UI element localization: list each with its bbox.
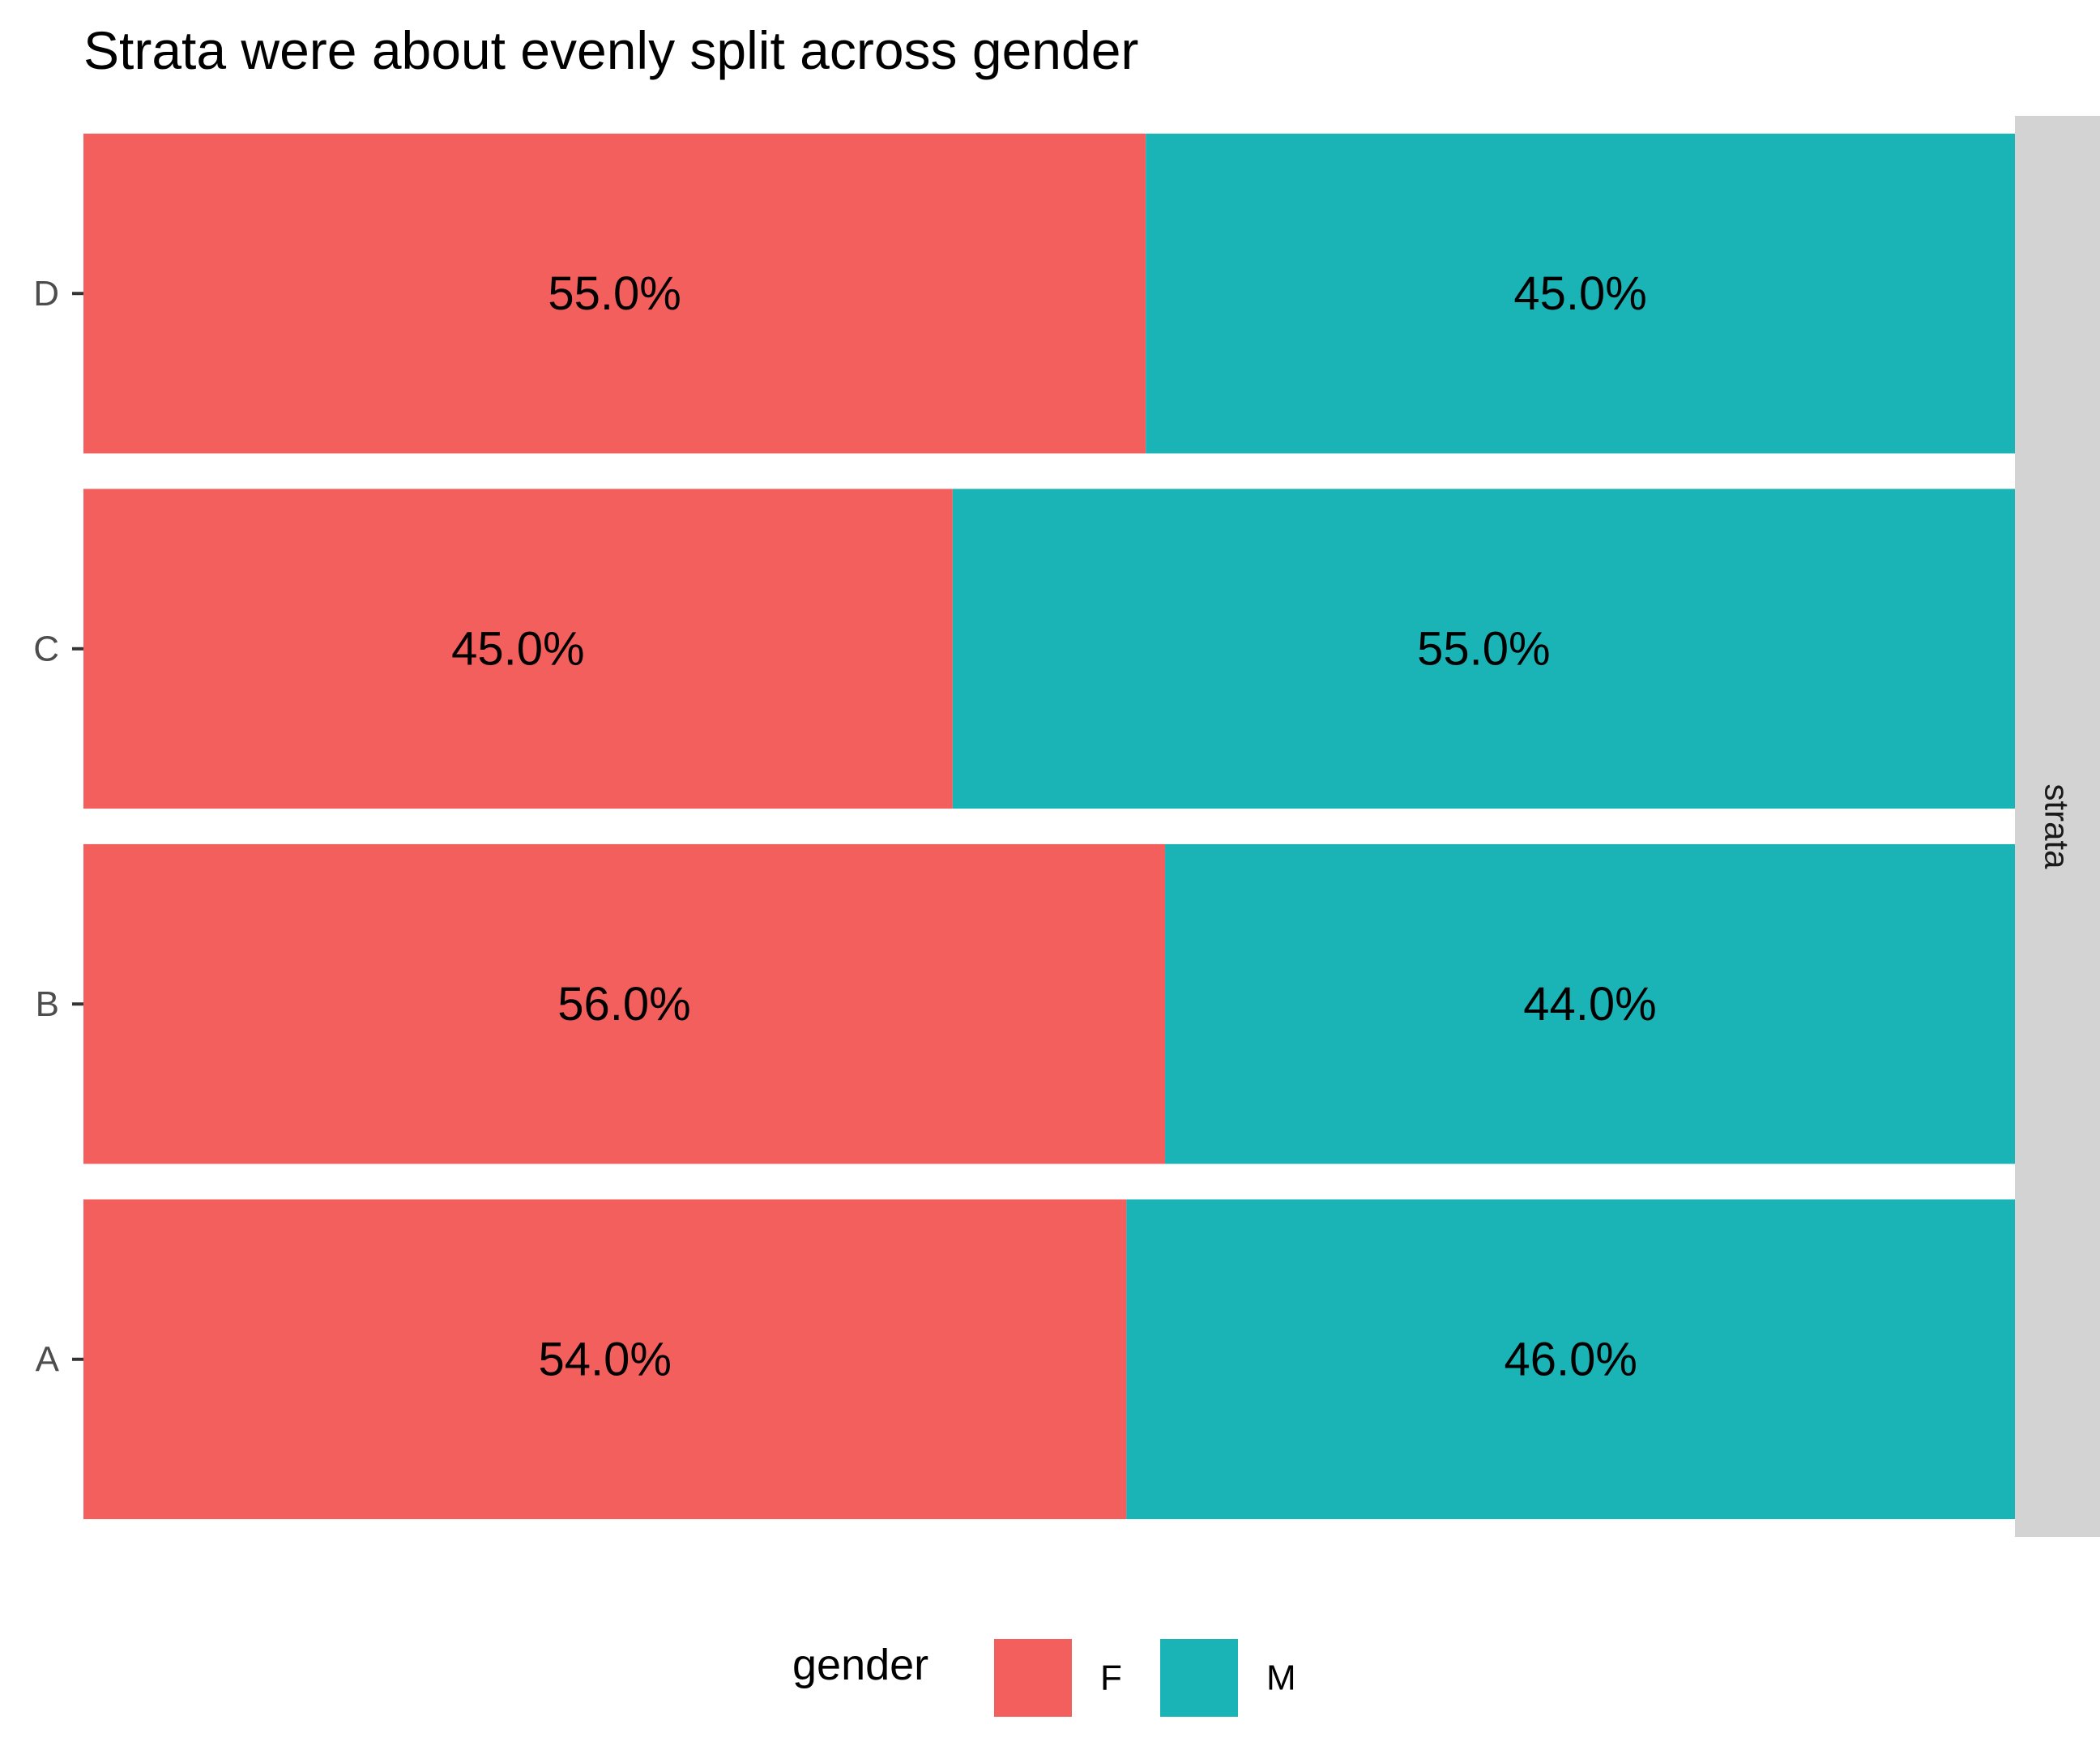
legend-label-M: M — [1266, 1658, 1296, 1698]
facet-strip — [2015, 116, 2100, 1537]
y-tick-label-A: A — [36, 1339, 60, 1379]
data-label-B-F: 56.0% — [557, 978, 690, 1031]
bar-A-F — [83, 1199, 1127, 1520]
data-label-C-F: 45.0% — [451, 622, 584, 675]
data-label-B-M: 44.0% — [1523, 978, 1656, 1031]
y-tick-label-C: C — [33, 629, 59, 668]
bar-C-M — [952, 489, 2015, 809]
legend: gender F M — [792, 1639, 1296, 1717]
legend-key-F — [994, 1639, 1072, 1717]
data-label-A-M: 46.0% — [1504, 1333, 1637, 1385]
bar-D-M — [1146, 133, 2015, 454]
legend-title: gender — [792, 1641, 928, 1689]
facet-strip-label: strata — [2038, 783, 2077, 869]
data-label-C-M: 55.0% — [1417, 622, 1550, 675]
bar-D-F — [83, 133, 1146, 454]
y-tick-label-B: B — [36, 984, 59, 1024]
data-label-A-F: 54.0% — [538, 1333, 671, 1385]
plot-area: 54.0% 46.0% A 56.0% 44.0% B 45.0% 55.0% C 55.0% 45… — [33, 133, 2015, 1520]
bar-B-F — [83, 843, 1166, 1164]
y-tick-label-D: D — [33, 274, 59, 314]
legend-key-M — [1160, 1639, 1238, 1717]
data-label-D-F: 55.0% — [548, 267, 681, 320]
bar-C-F — [83, 489, 953, 809]
bar-B-M — [1165, 843, 2015, 1164]
bar-A-M — [1126, 1199, 2015, 1520]
data-label-D-M: 45.0% — [1513, 267, 1646, 320]
chart-title: Strata were about evenly split across ge… — [83, 20, 1138, 80]
legend-label-F: F — [1100, 1658, 1122, 1698]
